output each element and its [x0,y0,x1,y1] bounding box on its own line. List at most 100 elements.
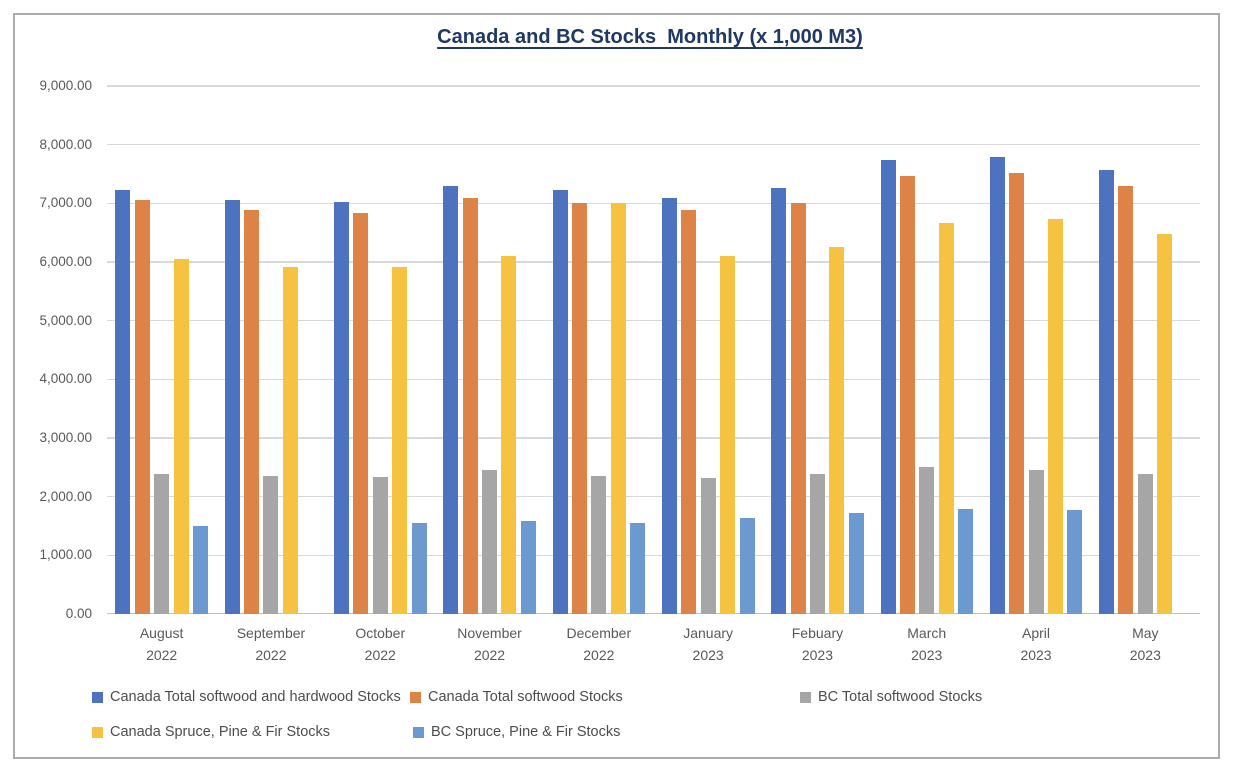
legend-marker [92,692,103,703]
y-tick-label: 8,000.00 [39,136,92,152]
x-category-year: 2023 [801,647,833,663]
x-category-label: March 2023 [872,622,981,670]
y-tick-label: 6,000.00 [39,254,92,269]
bar [880,159,896,614]
bar [771,188,787,614]
x-category-label: September 2022 [216,622,325,670]
y-tick-label: 5,000.00 [39,312,92,328]
legend-marker [410,692,421,703]
bar [938,223,954,614]
bar [1048,218,1063,614]
legend-marker [413,727,424,738]
gridline [107,437,1200,439]
bar [1157,234,1173,614]
y-tick-label: 2,000.00 [39,488,92,504]
bar [353,213,369,614]
bar [958,509,974,614]
x-category-year: 2022 [583,647,615,663]
chart-title: Canada and BC Stocks Monthly (x 1,000 M3… [437,26,863,48]
gridline [107,495,1200,498]
bar [263,475,279,614]
x-category-year: 2022 [473,647,506,663]
bar [282,266,298,614]
bar [919,466,935,614]
bar [392,266,408,614]
bar [520,520,536,614]
bar [571,202,587,614]
x-category-label: Febuary 2023 [763,622,872,670]
bar [1118,185,1134,614]
bar [899,175,915,614]
x-axis: August 2022 September 2022 October 2022 Novemb… [107,622,1200,670]
x-category-label: August 2022 [107,622,216,670]
legend-label: Canada Total softwood and hardwood Stock… [110,689,401,705]
x-category-year: 2022 [255,647,287,663]
x-category-year: 2022 [364,647,396,663]
x-category-month: Febuary [791,625,844,641]
x-category-label: January 2023 [653,622,762,670]
bar [1099,169,1114,614]
gridline [107,85,1200,87]
x-axis-line [107,612,1200,614]
bar [134,200,150,614]
x-category-month: August [139,625,184,641]
x-category-month: December [566,625,632,641]
legend-label: BC Spruce, Pine & Fir Stocks [431,724,621,740]
bar [661,197,677,614]
bar [372,476,388,614]
y-tick-label: 3,000.00 [39,430,92,445]
bar [829,247,845,614]
x-category-month: October [355,625,406,641]
y-tick-label: 7,000.00 [39,195,92,211]
bar [809,474,825,614]
bar [501,256,517,614]
bar [173,259,189,614]
x-category-month: May [1132,625,1159,641]
y-tick-label: 0.00 [65,606,92,621]
bar [1028,470,1044,614]
x-category-label: November 2022 [435,622,544,670]
legend-item: Canada Spruce, Pine & Fir Stocks [92,724,330,741]
x-category-month: January [683,625,734,641]
bar [989,157,1005,614]
gridline [107,143,1200,146]
legend-item: BC Total softwood Stocks [800,689,982,706]
bar [681,210,697,614]
plot-area [107,85,1200,614]
bar [1137,474,1153,614]
bar [1067,509,1083,614]
bar [610,203,626,614]
x-category-label: December 2022 [544,622,653,670]
bar [1009,172,1025,614]
bar [462,198,478,614]
bar [848,513,864,614]
gridline [107,261,1200,263]
legend-label: BC Total softwood Stocks [818,689,983,705]
gridline [107,319,1200,322]
bar [482,469,497,614]
bar [443,185,459,614]
y-tick-label: 4,000.00 [39,371,92,387]
y-tick-label: 1,000.00 [39,547,92,563]
bar [700,477,716,614]
legend-label: Canada Spruce, Pine & Fir Stocks [110,724,331,740]
gridline [107,202,1200,205]
x-category-month: September [236,625,306,641]
x-category-month: November [457,625,522,641]
legend-marker [92,727,103,738]
x-category-year: 2023 [692,647,724,663]
legend-item: Canada Total softwood and hardwood Stock… [92,689,401,706]
x-category-year: 2022 [146,647,178,663]
bar [115,190,131,614]
x-category-month: March [907,625,947,641]
legend-marker [800,692,811,703]
x-category-year: 2023 [1020,647,1052,663]
gridline [107,554,1200,557]
bar [154,474,170,614]
bar [552,189,568,614]
bar [192,526,208,614]
bar [739,517,755,614]
legend-item: Canada Total softwood Stocks [410,689,623,706]
bar [333,202,349,614]
